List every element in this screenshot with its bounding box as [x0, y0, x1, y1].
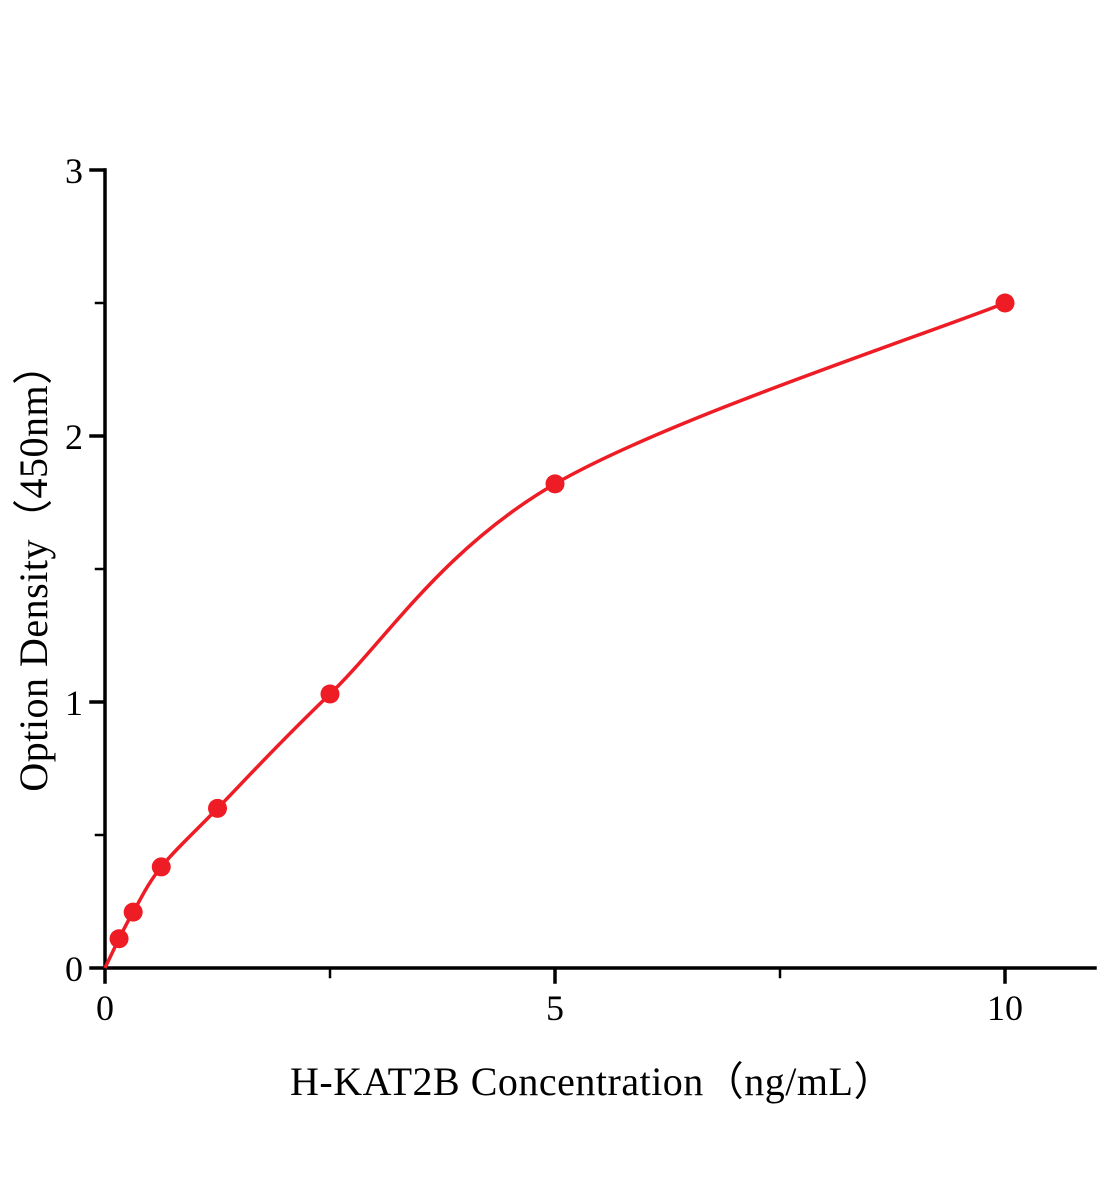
x-tick-label: 10 — [987, 988, 1023, 1028]
x-tick-label: 0 — [96, 988, 114, 1028]
fit-curve — [103, 301, 1006, 969]
x-axis-title: H-KAT2B Concentration（ng/mL） — [290, 1059, 894, 1104]
data-point-marker — [151, 857, 171, 877]
data-point-marker — [208, 798, 227, 818]
data-point-marker — [545, 474, 565, 494]
data-point-marker — [123, 902, 143, 922]
data-point-marker — [320, 684, 340, 704]
y-tick-label: 0 — [65, 949, 83, 989]
y-tick-label: 1 — [65, 683, 83, 723]
y-axis-title: Option Density（450nm） — [11, 344, 56, 792]
data-point-marker — [109, 929, 129, 949]
y-tick-label: 2 — [65, 417, 83, 457]
x-tick-label: 5 — [546, 988, 564, 1028]
y-tick-label: 3 — [65, 151, 83, 191]
data-point-marker — [995, 293, 1015, 313]
